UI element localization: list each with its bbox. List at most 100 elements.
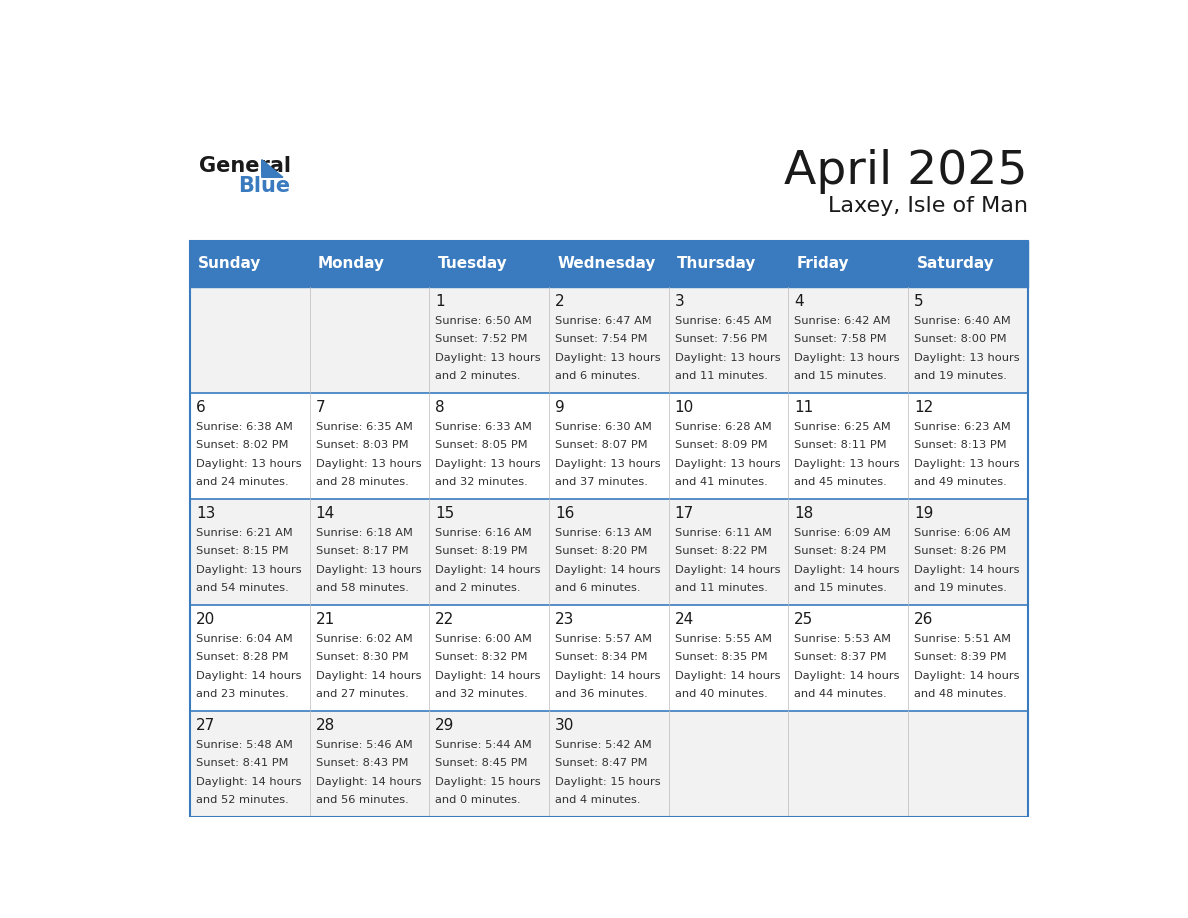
Text: Sunrise: 6:38 AM: Sunrise: 6:38 AM [196,421,292,431]
Text: 16: 16 [555,507,574,521]
Text: 12: 12 [914,400,934,415]
Text: Daylight: 13 hours: Daylight: 13 hours [555,459,661,469]
Text: and 48 minutes.: and 48 minutes. [914,689,1006,700]
Text: and 0 minutes.: and 0 minutes. [435,795,520,805]
Text: Blue: Blue [238,176,290,196]
Text: Sunrise: 6:23 AM: Sunrise: 6:23 AM [914,421,1011,431]
Text: 10: 10 [675,400,694,415]
Text: 25: 25 [795,612,814,627]
Text: Sunset: 8:47 PM: Sunset: 8:47 PM [555,758,647,768]
FancyBboxPatch shape [190,393,1028,498]
Text: Sunrise: 6:02 AM: Sunrise: 6:02 AM [316,633,412,644]
Text: and 49 minutes.: and 49 minutes. [914,477,1006,487]
Text: Saturday: Saturday [916,256,994,272]
Text: Sunset: 8:00 PM: Sunset: 8:00 PM [914,334,1006,344]
Text: Daylight: 14 hours: Daylight: 14 hours [914,565,1019,575]
Text: Monday: Monday [318,256,385,272]
Text: 22: 22 [435,612,455,627]
Text: and 44 minutes.: and 44 minutes. [795,689,887,700]
Text: 1: 1 [435,295,446,309]
Text: Sunset: 8:03 PM: Sunset: 8:03 PM [316,440,409,450]
Text: Daylight: 14 hours: Daylight: 14 hours [795,671,899,681]
Text: Daylight: 14 hours: Daylight: 14 hours [196,671,302,681]
Text: Daylight: 14 hours: Daylight: 14 hours [555,565,661,575]
Text: Daylight: 14 hours: Daylight: 14 hours [316,671,421,681]
Text: and 15 minutes.: and 15 minutes. [795,371,887,381]
Text: and 56 minutes.: and 56 minutes. [316,795,409,805]
Text: Daylight: 13 hours: Daylight: 13 hours [795,353,901,363]
Text: Laxey, Isle of Man: Laxey, Isle of Man [828,196,1028,217]
Text: Sunset: 8:35 PM: Sunset: 8:35 PM [675,652,767,662]
Text: Sunset: 8:20 PM: Sunset: 8:20 PM [555,546,647,556]
Text: Daylight: 13 hours: Daylight: 13 hours [196,565,302,575]
Text: Sunrise: 5:55 AM: Sunrise: 5:55 AM [675,633,772,644]
Text: Sunrise: 6:33 AM: Sunrise: 6:33 AM [435,421,532,431]
Text: Sunrise: 5:53 AM: Sunrise: 5:53 AM [795,633,891,644]
Text: Sunrise: 6:04 AM: Sunrise: 6:04 AM [196,633,292,644]
FancyBboxPatch shape [549,241,669,286]
Text: 17: 17 [675,507,694,521]
Text: and 6 minutes.: and 6 minutes. [555,583,640,593]
Text: 26: 26 [914,612,934,627]
Text: Sunset: 8:11 PM: Sunset: 8:11 PM [795,440,887,450]
Text: Daylight: 13 hours: Daylight: 13 hours [675,353,781,363]
Text: and 19 minutes.: and 19 minutes. [914,583,1007,593]
Text: 8: 8 [435,400,446,415]
Text: Sunrise: 5:51 AM: Sunrise: 5:51 AM [914,633,1011,644]
Text: Daylight: 14 hours: Daylight: 14 hours [914,671,1019,681]
Text: Daylight: 14 hours: Daylight: 14 hours [316,777,421,787]
Text: 20: 20 [196,612,215,627]
Text: Tuesday: Tuesday [437,256,507,272]
FancyBboxPatch shape [190,605,1028,711]
Text: Sunrise: 6:09 AM: Sunrise: 6:09 AM [795,528,891,538]
Text: 11: 11 [795,400,814,415]
Text: Daylight: 13 hours: Daylight: 13 hours [316,459,422,469]
Text: 15: 15 [435,507,455,521]
Text: Daylight: 13 hours: Daylight: 13 hours [914,353,1019,363]
Text: Daylight: 13 hours: Daylight: 13 hours [914,459,1019,469]
Text: Sunset: 8:13 PM: Sunset: 8:13 PM [914,440,1006,450]
Text: Sunrise: 6:13 AM: Sunrise: 6:13 AM [555,528,652,538]
Text: Sunrise: 5:46 AM: Sunrise: 5:46 AM [316,740,412,750]
Text: 21: 21 [316,612,335,627]
Text: Daylight: 14 hours: Daylight: 14 hours [435,565,541,575]
Text: Sunday: Sunday [198,256,261,272]
Text: and 54 minutes.: and 54 minutes. [196,583,289,593]
Text: Daylight: 13 hours: Daylight: 13 hours [196,459,302,469]
Text: Sunrise: 6:50 AM: Sunrise: 6:50 AM [435,316,532,326]
Text: and 32 minutes.: and 32 minutes. [435,477,527,487]
Text: 6: 6 [196,400,206,415]
Text: Sunset: 8:22 PM: Sunset: 8:22 PM [675,546,767,556]
Text: General: General [200,156,291,176]
Text: Sunset: 8:07 PM: Sunset: 8:07 PM [555,440,647,450]
Text: and 52 minutes.: and 52 minutes. [196,795,289,805]
Text: 13: 13 [196,507,215,521]
Text: Sunrise: 6:11 AM: Sunrise: 6:11 AM [675,528,771,538]
Text: Daylight: 14 hours: Daylight: 14 hours [435,671,541,681]
Text: and 4 minutes.: and 4 minutes. [555,795,640,805]
Text: Sunrise: 6:00 AM: Sunrise: 6:00 AM [435,633,532,644]
Text: Sunrise: 5:57 AM: Sunrise: 5:57 AM [555,633,652,644]
Text: Sunset: 8:28 PM: Sunset: 8:28 PM [196,652,289,662]
Text: and 45 minutes.: and 45 minutes. [795,477,887,487]
Text: Daylight: 14 hours: Daylight: 14 hours [196,777,302,787]
Text: Sunrise: 6:42 AM: Sunrise: 6:42 AM [795,316,891,326]
FancyBboxPatch shape [190,286,1028,393]
Text: Sunrise: 6:35 AM: Sunrise: 6:35 AM [316,421,412,431]
Text: 29: 29 [435,719,455,733]
Text: 3: 3 [675,295,684,309]
Text: Sunrise: 6:21 AM: Sunrise: 6:21 AM [196,528,292,538]
Text: and 19 minutes.: and 19 minutes. [914,371,1007,381]
Text: Daylight: 13 hours: Daylight: 13 hours [435,459,541,469]
FancyBboxPatch shape [310,241,429,286]
Text: Daylight: 15 hours: Daylight: 15 hours [555,777,661,787]
Text: 2: 2 [555,295,564,309]
Text: Daylight: 14 hours: Daylight: 14 hours [555,671,661,681]
Text: 18: 18 [795,507,814,521]
Text: Sunrise: 6:30 AM: Sunrise: 6:30 AM [555,421,652,431]
Text: 30: 30 [555,719,574,733]
Text: 27: 27 [196,719,215,733]
Text: Sunrise: 5:42 AM: Sunrise: 5:42 AM [555,740,652,750]
Text: and 24 minutes.: and 24 minutes. [196,477,289,487]
Text: and 11 minutes.: and 11 minutes. [675,371,767,381]
